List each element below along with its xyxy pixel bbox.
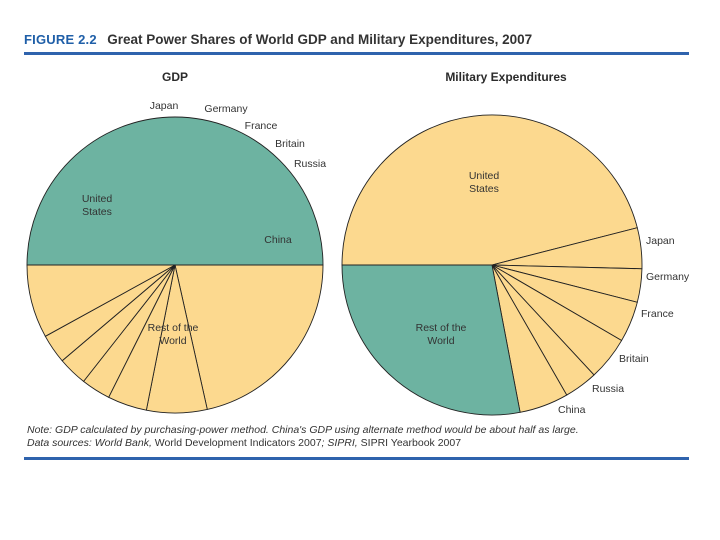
military-slice-rest-of-the-world (341, 264, 521, 416)
gdp-slice-china (26, 264, 176, 337)
figure-label: FIGURE 2.2 (24, 32, 97, 47)
gdp-label-united-states-line: States (82, 206, 112, 218)
gdp-slice-united-states (174, 264, 324, 410)
gdp-label-japan: Japan (150, 100, 179, 112)
military-label-rest-of-the-world-line: Rest of the (416, 322, 467, 334)
military-label-germany-line: Germany (646, 271, 690, 283)
figure-notes: Note: GDP calculated by purchasing-power… (27, 424, 579, 450)
gdp-label-britain-line: Britain (275, 138, 305, 150)
figure-title: FIGURE 2.2 Great Power Shares of World G… (24, 31, 532, 49)
military-label-britain: Britain (619, 353, 649, 365)
gdp-label-britain: Britain (275, 138, 305, 150)
military-label-russia-line: Russia (592, 383, 624, 395)
gdp-label-germany-line: Germany (204, 103, 248, 115)
military-label-united-states: United States (469, 170, 500, 195)
note-line: Note: GDP calculated by purchasing-power… (27, 424, 579, 437)
military-label-france-line: France (641, 308, 674, 320)
sources-line: Data sources: World Bank, World Developm… (27, 437, 579, 450)
bottom-rule (24, 457, 689, 460)
gdp-label-france: France (245, 120, 278, 132)
gdp-pie-chart: GDP Rest of the World United States Japan Ger… (26, 70, 326, 414)
note-label: Note: (27, 424, 53, 436)
gdp-label-russia: Russia (294, 158, 326, 170)
note-text: GDP calculated by purchasing-power metho… (52, 424, 579, 436)
military-label-germany: Germany (646, 271, 690, 283)
sipri-label: ; SIPRI, (321, 437, 358, 449)
gdp-label-france-line: France (245, 120, 278, 132)
military-chart-title: Military Expenditures (445, 70, 567, 84)
military-label-united-states-line: United (469, 170, 500, 182)
military-label-britain-line: Britain (619, 353, 649, 365)
gdp-chart-title: GDP (162, 70, 188, 84)
sipri-source: SIPRI Yearbook 2007 (357, 437, 462, 449)
gdp-label-germany: Germany (204, 103, 248, 115)
military-label-united-states-line: States (469, 183, 499, 195)
military-label-china: China (558, 404, 586, 416)
gdp-label-china: China (264, 234, 292, 246)
gdp-label-united-states: United States (82, 193, 113, 218)
military-label-japan: Japan (646, 235, 675, 247)
military-label-rest-of-the-world-line: World (427, 335, 454, 347)
military-label-china-line: China (558, 404, 586, 416)
military-label-japan-line: Japan (646, 235, 675, 247)
figure-title-text: Great Power Shares of World GDP and Mili… (107, 32, 533, 47)
gdp-label-rest-of-the-world-line: World (159, 335, 186, 347)
gdp-label-japan-line: Japan (150, 100, 179, 112)
top-rule (24, 52, 689, 55)
worldbank-label: World Bank, (91, 437, 152, 449)
military-label-rest-of-the-world: Rest of the World (416, 322, 467, 347)
gdp-label-russia-line: Russia (294, 158, 326, 170)
gdp-label-united-states-line: United (82, 193, 113, 205)
gdp-label-china-line: China (264, 234, 292, 246)
military-pie-chart: Military Expenditures United States Japan G… (341, 70, 690, 416)
military-slice-united-states (341, 114, 638, 266)
gdp-slice-rest-of-the-world (26, 116, 324, 266)
sources-label: Data sources: (27, 437, 92, 449)
gdp-label-rest-of-the-world: Rest of the World (148, 322, 199, 347)
gdp-label-rest-of-the-world-line: Rest of the (148, 322, 199, 334)
military-label-russia: Russia (592, 383, 624, 395)
military-label-france: France (641, 308, 674, 320)
worldbank-source: World Development Indicators 2007 (151, 437, 322, 449)
